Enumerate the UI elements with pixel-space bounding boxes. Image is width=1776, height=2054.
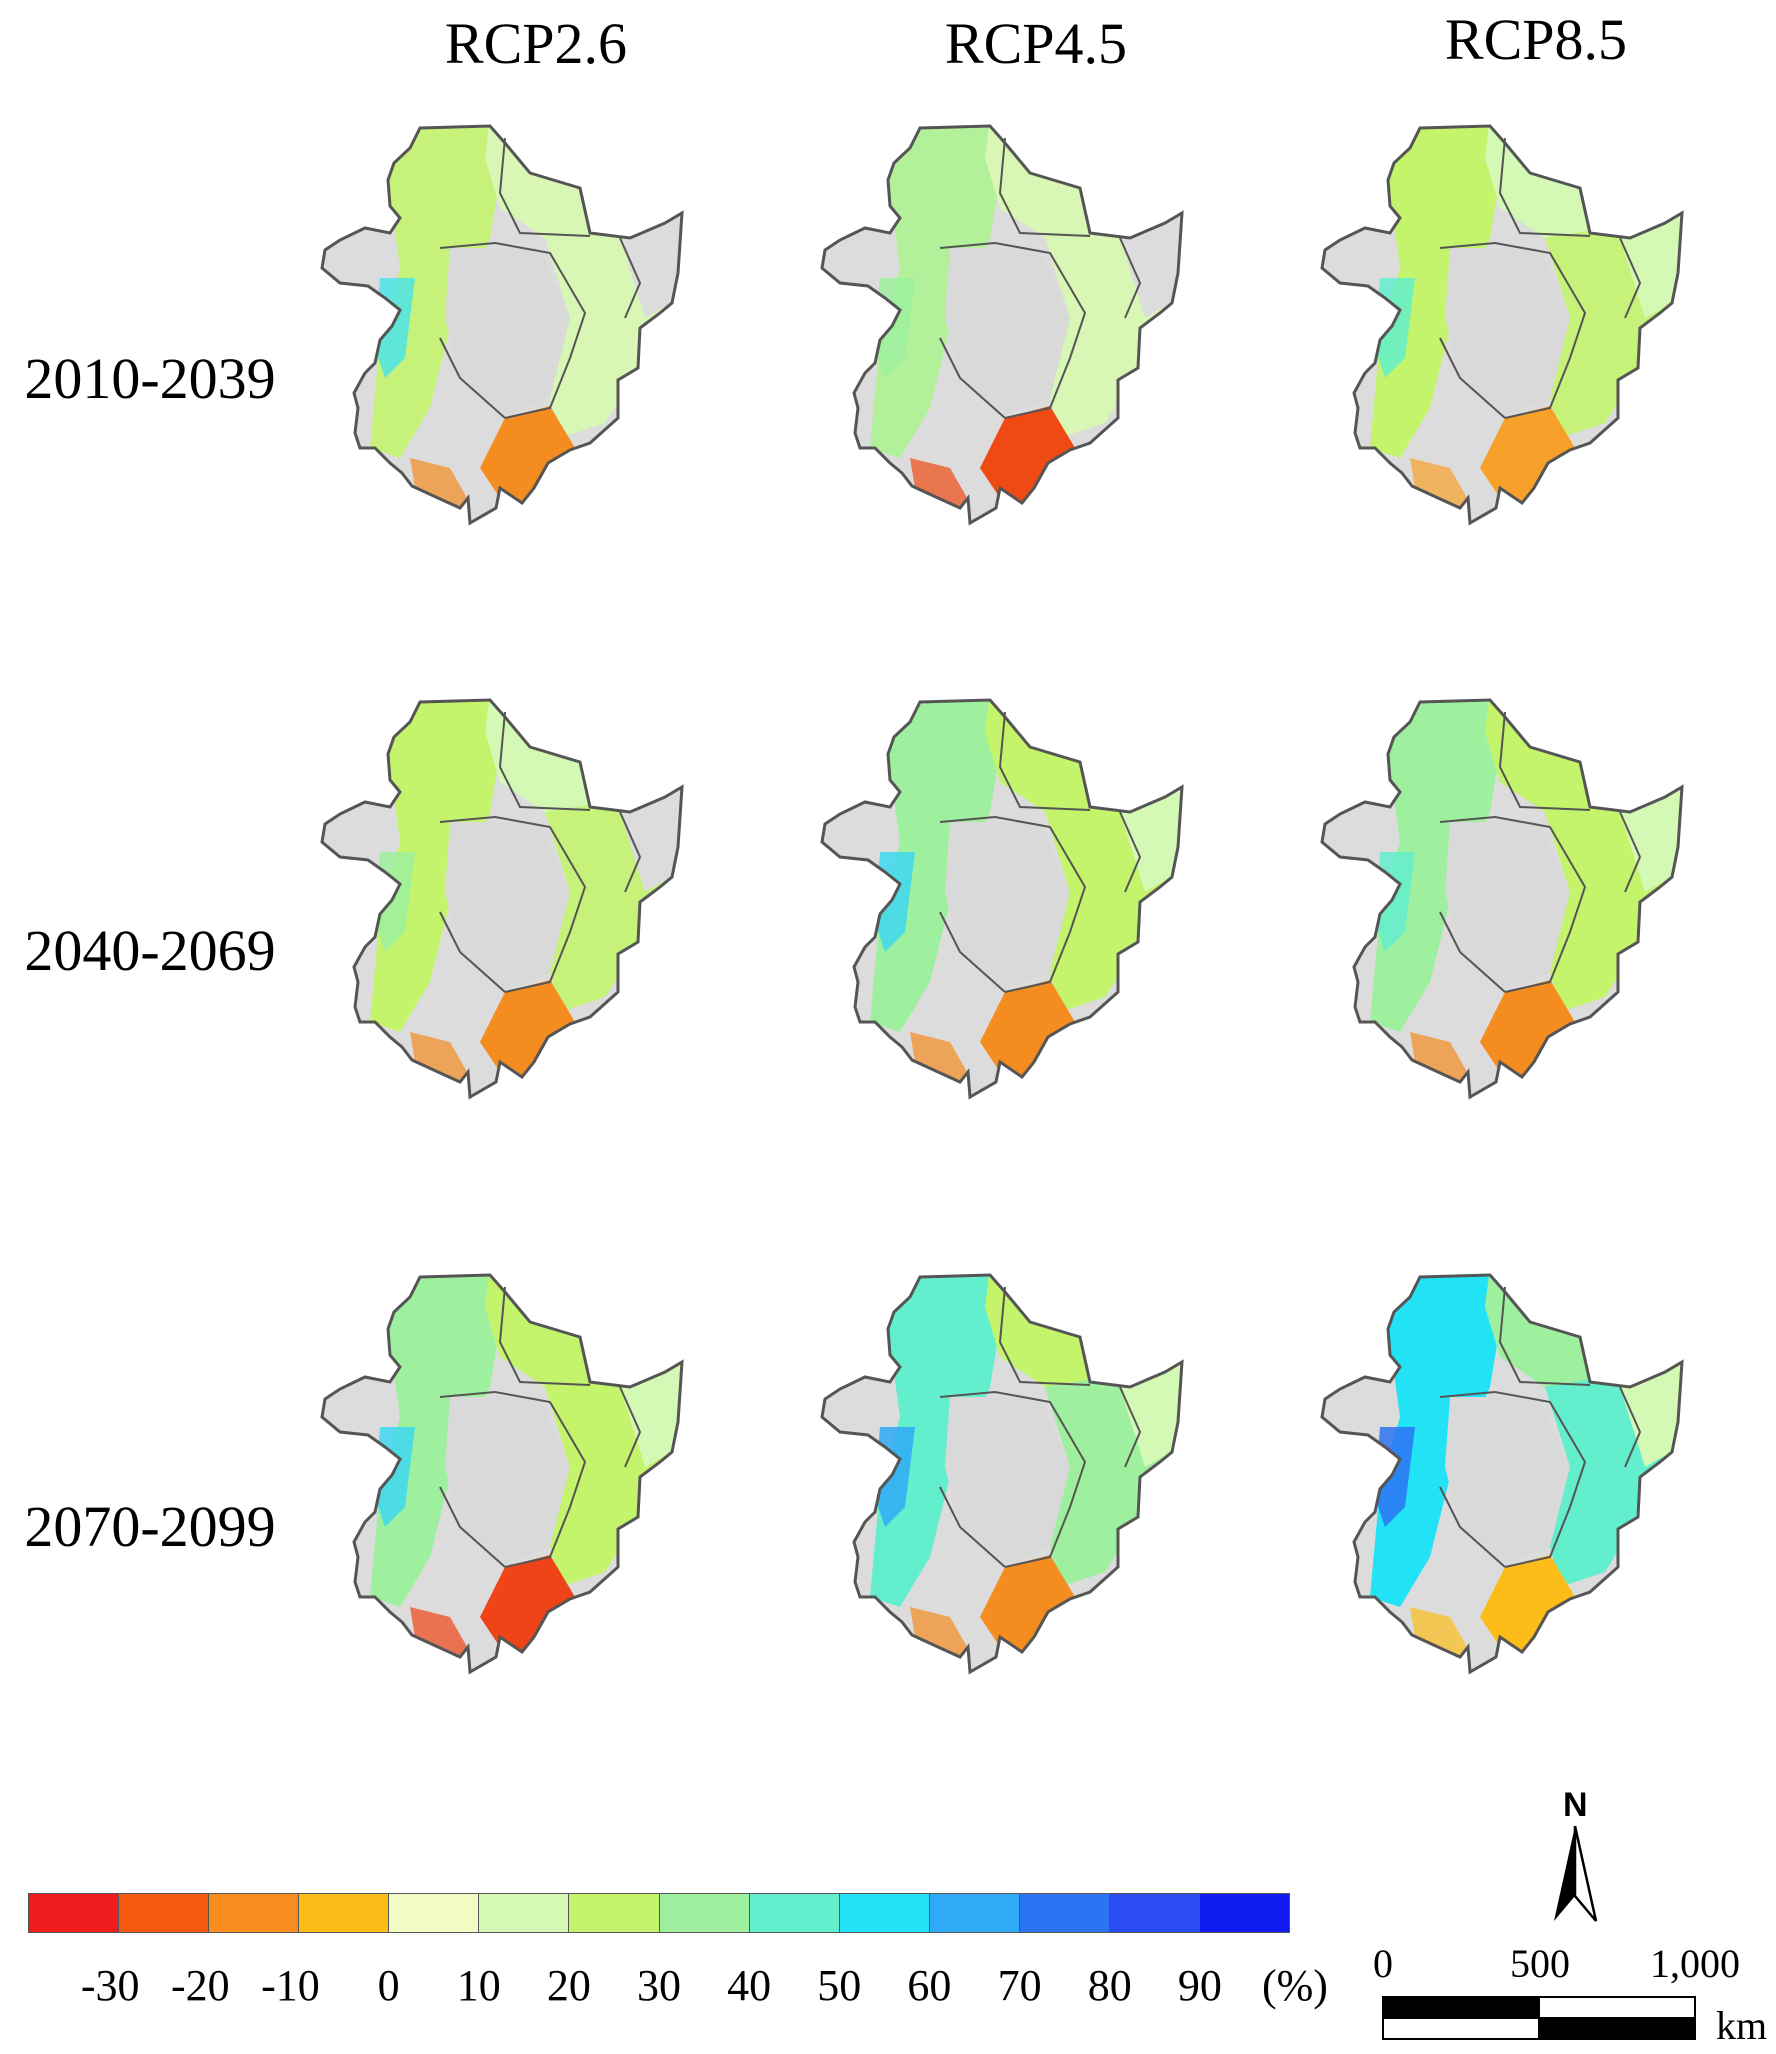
map-panel	[320, 1273, 684, 1674]
region-southeast	[1480, 406, 1575, 503]
region-northwest	[370, 700, 515, 1032]
region-southwest	[410, 1607, 470, 1662]
row-title-2010-2039: 2010-2039	[24, 346, 276, 411]
region-northwest	[870, 126, 1015, 458]
legend-label: 50	[817, 1961, 862, 2010]
map-panel	[820, 698, 1184, 1099]
scale-bar	[1382, 1996, 1696, 2040]
region-central	[445, 1397, 570, 1567]
map-panel	[1320, 1273, 1684, 1674]
region-northwest	[870, 1275, 1015, 1607]
region-northwest	[370, 1275, 515, 1607]
legend-swatch	[659, 1894, 750, 1932]
map-panel	[1320, 698, 1684, 1099]
map-panel	[1320, 124, 1684, 525]
scale-unit: km	[1716, 2003, 1768, 2048]
legend-label: 90	[1177, 1961, 1222, 2010]
region-central	[445, 822, 570, 992]
region-southeast	[480, 1555, 575, 1652]
legend-label: 40	[727, 1961, 772, 2010]
legend-label: 60	[907, 1961, 952, 2010]
region-southeast	[980, 980, 1075, 1077]
region-northwest	[1370, 700, 1515, 1032]
region-northwest	[1370, 1275, 1515, 1607]
region-northwest	[370, 126, 515, 458]
region-central	[445, 248, 570, 418]
legend-swatch	[479, 1894, 570, 1932]
north-arrow-icon	[1554, 1826, 1598, 1922]
legend-swatch	[389, 1894, 480, 1932]
region-southeast	[980, 406, 1075, 503]
region-southwest	[1410, 1032, 1470, 1087]
legend-label: 0	[377, 1961, 400, 2010]
row-title-2040-2069: 2040-2069	[24, 918, 276, 983]
legend-swatch	[29, 1894, 120, 1932]
region-southwest	[910, 1032, 970, 1087]
region-northwest	[1370, 126, 1515, 458]
map-panel	[320, 698, 684, 1099]
legend-swatch	[1200, 1894, 1290, 1932]
legend-swatch	[299, 1894, 390, 1932]
region-central	[1445, 1397, 1570, 1567]
north-arrow-label: N	[1563, 1786, 1588, 1824]
region-southeast	[980, 1555, 1075, 1652]
map-panel	[820, 124, 1184, 525]
legend-swatch	[749, 1894, 840, 1932]
scale-label-0: 0	[1373, 1941, 1393, 1986]
region-southeast	[1480, 1555, 1575, 1652]
legend-label: -30	[80, 1961, 140, 2010]
legend-label: 70	[997, 1961, 1042, 2010]
map-panel	[820, 1273, 1184, 1674]
legend-swatch	[569, 1894, 660, 1932]
region-southeast	[480, 406, 575, 503]
region-central	[1445, 248, 1570, 418]
scale-label-1000: 1,000	[1650, 1941, 1740, 1986]
column-title-rcp26: RCP2.6	[444, 11, 628, 76]
legend-label: 10	[456, 1961, 501, 2010]
column-title-rcp85: RCP8.5	[1444, 7, 1628, 72]
legend-swatch	[929, 1894, 1020, 1932]
region-central	[1445, 822, 1570, 992]
region-northwest	[870, 700, 1015, 1032]
region-central	[945, 248, 1070, 418]
legend-swatch	[1109, 1894, 1201, 1932]
map-panel	[320, 124, 684, 525]
legend-label: -10	[261, 1961, 320, 2010]
region-southeast	[1480, 980, 1575, 1077]
legend-label: 20	[546, 1961, 591, 2010]
legend-label: 80	[1087, 1961, 1132, 2010]
region-southwest	[410, 1032, 470, 1087]
legend-swatch	[209, 1894, 300, 1932]
region-southwest	[910, 1607, 970, 1662]
column-title-rcp45: RCP4.5	[944, 11, 1128, 76]
legend-swatch	[1019, 1894, 1110, 1932]
region-central	[945, 822, 1070, 992]
region-southwest	[1410, 1607, 1470, 1662]
legend-swatch	[119, 1894, 210, 1932]
region-southwest	[910, 458, 970, 513]
region-southeast	[480, 980, 575, 1077]
legend-label: -20	[170, 1961, 230, 2010]
legend-label: 30	[637, 1961, 681, 2010]
legend-colorbar	[28, 1893, 1290, 1933]
scale-label-500: 500	[1510, 1941, 1570, 1986]
legend-unit: (%)	[1262, 1961, 1328, 2010]
row-title-2070-2099: 2070-2099	[24, 1494, 276, 1559]
legend-swatch	[839, 1894, 930, 1932]
region-southwest	[410, 458, 470, 513]
region-southwest	[1410, 458, 1470, 513]
region-central	[945, 1397, 1070, 1567]
